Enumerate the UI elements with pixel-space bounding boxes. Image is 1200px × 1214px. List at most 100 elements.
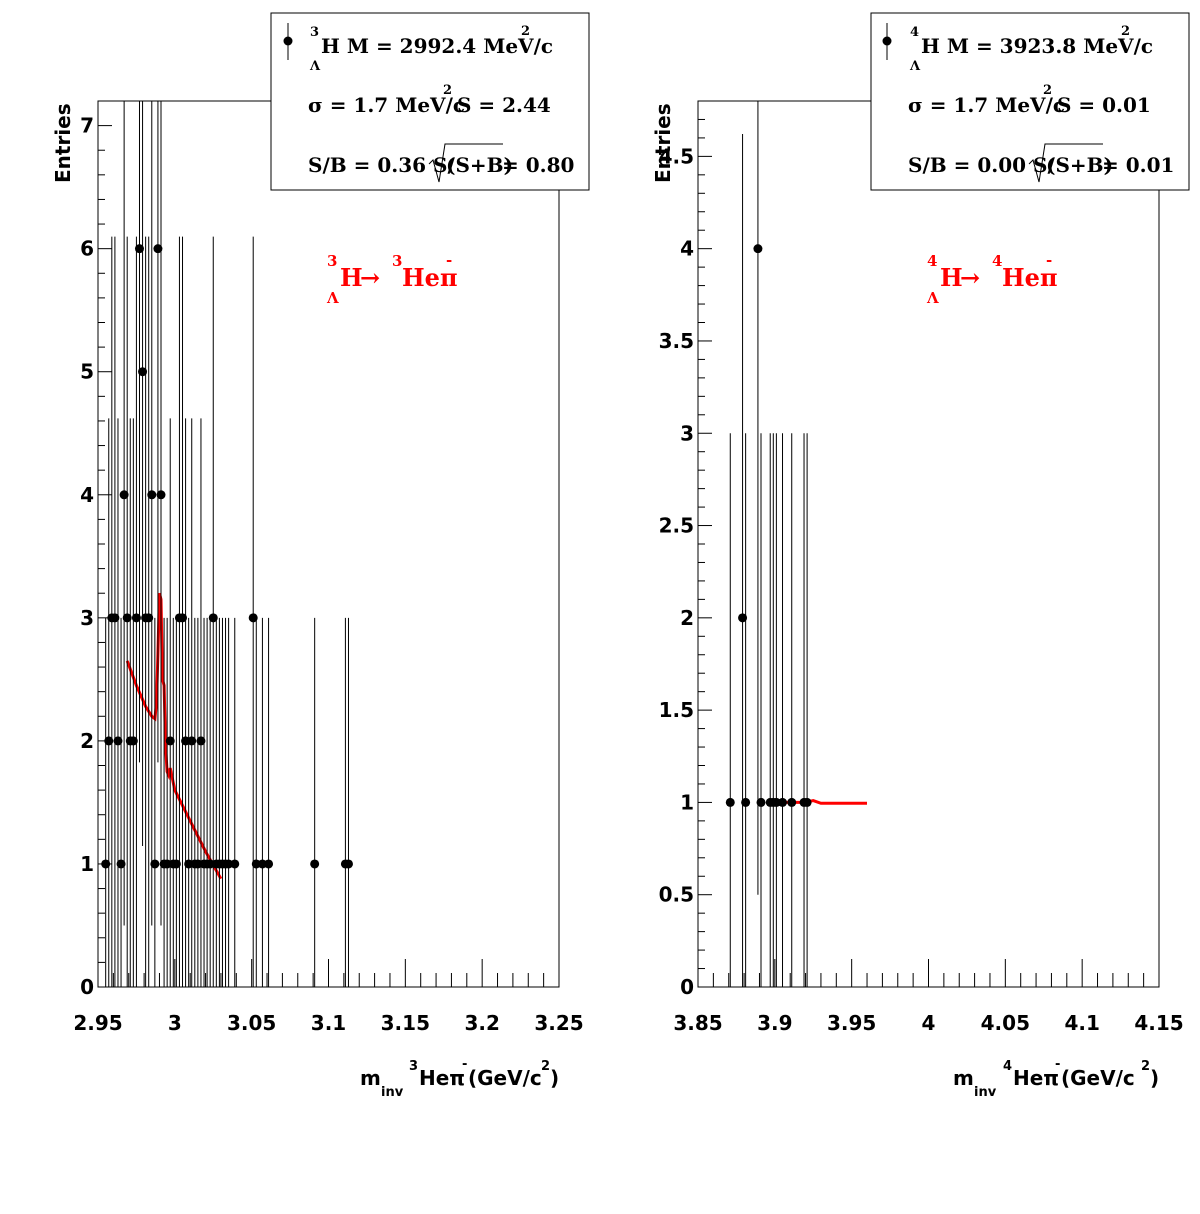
data-points-right: [725, 101, 812, 987]
svg-text:H M = 2992.4 MeV/c: H M = 2992.4 MeV/c: [321, 34, 553, 58]
svg-text:Heπ: Heπ: [1013, 1066, 1059, 1090]
panel-right: 3.85 3.9 3.95 4 4.05 4.1 4.15 0 0.5 1 1.5 2 2.5 3 3.5…: [651, 12, 1190, 1100]
data-point: [725, 797, 735, 807]
data-point: [150, 859, 160, 869]
svg-text:Heπ: Heπ: [402, 263, 458, 292]
x-axis-title-left: m inv 3 Heπ - (GeV/c 2 ): [360, 1057, 559, 1100]
svg-text:(S+B): (S+B): [1046, 153, 1113, 177]
y-tick-label: 3: [680, 421, 694, 445]
svg-text:σ = 1.7 MeV/c: σ = 1.7 MeV/c: [908, 93, 1065, 117]
y-tick-label: 7: [80, 114, 94, 138]
data-point: [147, 490, 157, 500]
y-axis-title-left: Entries: [51, 103, 75, 183]
data-point: [104, 736, 114, 746]
svg-text:): ): [1150, 1066, 1159, 1090]
y-tick-label: 5: [80, 360, 94, 384]
svg-text:2: 2: [1141, 1059, 1150, 1074]
svg-text:→: →: [360, 263, 380, 292]
svg-text:4: 4: [927, 252, 937, 270]
legend-marker-right: [882, 36, 892, 46]
y-tick-label: 1: [680, 790, 694, 814]
svg-text:Λ: Λ: [926, 289, 939, 307]
svg-text:S/B = 0.36 S/: S/B = 0.36 S/: [308, 153, 455, 177]
data-point: [738, 613, 748, 623]
y-tick-label: 0: [80, 975, 94, 999]
svg-text:Heπ: Heπ: [1002, 263, 1058, 292]
data-point: [230, 859, 240, 869]
y-tick-label: 1: [80, 852, 94, 876]
data-point: [110, 613, 120, 623]
x-tick-labels-right: 3.85 3.9 3.95 4 4.05 4.1 4.15: [673, 1011, 1183, 1035]
data-point: [196, 736, 206, 746]
svg-text:H M = 3923.8 MeV/c: H M = 3923.8 MeV/c: [921, 34, 1153, 58]
x-tick-label: 3: [168, 1011, 182, 1035]
data-point: [178, 613, 188, 623]
y-tick-label: 2: [680, 606, 694, 630]
data-point: [116, 859, 126, 869]
svg-text:σ = 1.7 MeV/c: σ = 1.7 MeV/c: [308, 93, 465, 117]
svg-text:-: -: [1046, 251, 1052, 269]
y-tick-label: 3.5: [659, 329, 694, 353]
svg-text:-: -: [446, 251, 452, 269]
svg-text:m: m: [953, 1066, 974, 1090]
x-tick-label: 4.15: [1134, 1011, 1183, 1035]
x-tick-label: 3.9: [757, 1011, 792, 1035]
svg-text:Λ: Λ: [326, 289, 339, 307]
data-point: [113, 736, 123, 746]
svg-text:2: 2: [541, 1059, 550, 1074]
svg-text:3: 3: [327, 252, 337, 270]
svg-text:3: 3: [310, 25, 319, 40]
svg-text:(S+B): (S+B): [446, 153, 513, 177]
panel-left: 2.95 3 3.05 3.1 3.15 3.2 3.25 0 1 2 3 4 5 6 7 Entries…: [51, 12, 590, 1100]
x-tick-label: 4.1: [1064, 1011, 1099, 1035]
plot-frame-right: [697, 100, 1160, 988]
svg-text:inv: inv: [974, 1085, 997, 1100]
y-tick-label: 4.5: [659, 144, 694, 168]
svg-text:2: 2: [443, 83, 452, 98]
data-point: [802, 797, 812, 807]
reaction-label-left: 3 Λ H → 3 Heπ -: [326, 251, 458, 307]
x-axis-title-right: m inv 4 Heπ - (GeV/c 2 ): [953, 1057, 1159, 1100]
data-point: [131, 613, 141, 623]
data-point: [101, 859, 111, 869]
data-point: [122, 613, 132, 623]
stats-legend-left: 3 Λ H M = 2992.4 MeV/c 2 σ = 1.7 MeV/c 2…: [270, 12, 590, 191]
data-point: [134, 244, 144, 254]
svg-text:S/B = 0.00 S/: S/B = 0.00 S/: [908, 153, 1055, 177]
tick-marks-right: [697, 100, 1160, 988]
svg-text:(GeV/c: (GeV/c: [1061, 1066, 1135, 1090]
svg-text:): ): [550, 1066, 559, 1090]
data-point: [756, 797, 766, 807]
svg-text:H: H: [340, 263, 363, 292]
x-tick-label: 3.1: [311, 1011, 346, 1035]
data-point: [119, 490, 129, 500]
svg-text:2: 2: [521, 24, 530, 39]
data-point: [153, 244, 163, 254]
svg-text:S = 0.01: S = 0.01: [1057, 93, 1151, 117]
data-point: [128, 736, 138, 746]
svg-text:H: H: [940, 263, 963, 292]
y-tick-label: 0.5: [659, 883, 694, 907]
svg-text:-: -: [1055, 1057, 1060, 1072]
data-point: [753, 244, 763, 254]
svg-text:= 0.01: = 0.01: [1102, 153, 1174, 177]
svg-text:3: 3: [392, 252, 402, 270]
y-tick-label: 3: [80, 606, 94, 630]
legend-marker-left: [283, 36, 293, 46]
data-point: [171, 859, 181, 869]
svg-text:m: m: [360, 1066, 381, 1090]
reaction-label-right: 4 Λ H → 4 Heπ -: [926, 251, 1058, 307]
svg-text:4: 4: [1003, 1059, 1012, 1074]
y-tick-label: 6: [80, 237, 94, 261]
data-point: [144, 613, 154, 623]
data-point: [264, 859, 274, 869]
data-point: [310, 859, 320, 869]
x-tick-label: 3.05: [227, 1011, 276, 1035]
svg-text:4: 4: [910, 25, 919, 40]
x-tick-label: 3.85: [673, 1011, 722, 1035]
x-tick-label: 3.25: [534, 1011, 583, 1035]
svg-text:Λ: Λ: [909, 59, 921, 74]
x-tick-label: 2.95: [73, 1011, 122, 1035]
data-point: [187, 736, 197, 746]
